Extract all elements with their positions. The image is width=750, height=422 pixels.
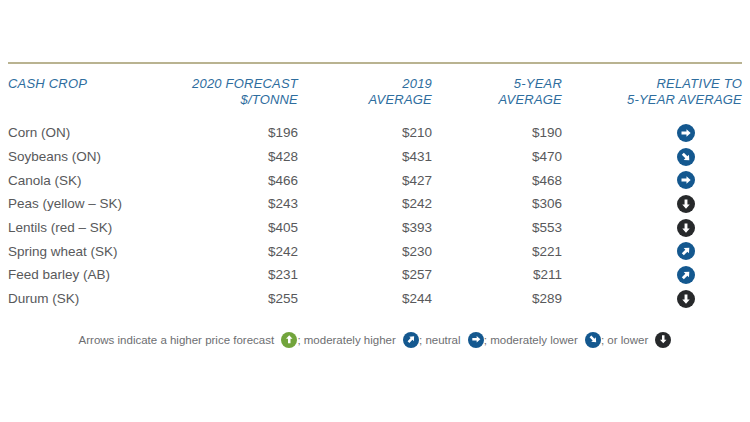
column-header-label: 2019	[298, 76, 432, 92]
table-header-row: CASH CROP 2020 FORECAST $/TONNE 2019 AVE…	[0, 76, 750, 108]
trend-cell	[562, 148, 742, 166]
legend-arrow-icon-higher	[281, 332, 297, 348]
legend-arrow-icon-lower	[655, 332, 671, 348]
legend-text: ; neutral	[419, 334, 464, 346]
column-header-label-line2: AVERAGE	[298, 92, 432, 108]
legend-arrow-icon-neutral	[468, 332, 484, 348]
avg-5yr-value: $190	[432, 125, 562, 140]
avg-5yr-value: $468	[432, 173, 562, 188]
avg-5yr-value: $221	[432, 244, 562, 259]
trend-arrow-icon-moderately-lower	[677, 148, 695, 166]
avg-2019-value: $244	[298, 291, 432, 306]
legend-segment: ; or lower	[601, 332, 672, 348]
legend-segment: Arrows indicate a higher price forecast	[79, 332, 298, 348]
crop-name: Canola (SK)	[8, 173, 160, 188]
column-header-label-line2: AVERAGE	[432, 92, 562, 108]
crop-name: Corn (ON)	[8, 125, 160, 140]
crop-name: Durum (SK)	[8, 291, 160, 306]
arrow-legend: Arrows indicate a higher price forecast …	[0, 332, 750, 348]
crop-name: Lentils (red – SK)	[8, 220, 160, 235]
table-body: Corn (ON) $196 $210 $190 Soybeans (ON) $…	[0, 121, 750, 311]
trend-arrow-icon-neutral	[677, 124, 695, 142]
table-row: Corn (ON) $196 $210 $190	[0, 121, 750, 145]
forecast-2020-value: $255	[160, 291, 298, 306]
trend-arrow-icon-lower	[677, 219, 695, 237]
trend-arrow-icon-lower	[677, 195, 695, 213]
forecast-table-page: CASH CROP 2020 FORECAST $/TONNE 2019 AVE…	[0, 62, 750, 422]
column-header-label-line2: 5-YEAR AVERAGE	[562, 92, 742, 108]
table-row: Canola (SK) $466 $427 $468	[0, 168, 750, 192]
legend-arrow-icon-moderately-lower	[585, 332, 601, 348]
avg-5yr-value: $553	[432, 220, 562, 235]
trend-cell	[562, 219, 742, 237]
table-row: Peas (yellow – SK) $243 $242 $306	[0, 192, 750, 216]
table-row: Durum (SK) $255 $244 $289	[0, 287, 750, 311]
forecast-2020-value: $405	[160, 220, 298, 235]
column-header-2020-forecast: 2020 FORECAST $/TONNE	[160, 76, 298, 108]
table-row: Lentils (red – SK) $405 $393 $553	[0, 216, 750, 240]
legend-text: ; moderately lower	[484, 334, 581, 346]
avg-5yr-value: $211	[432, 267, 562, 282]
avg-2019-value: $242	[298, 196, 432, 211]
avg-2019-value: $230	[298, 244, 432, 259]
legend-text: Arrows indicate a higher price forecast	[79, 334, 278, 346]
forecast-2020-value: $196	[160, 125, 298, 140]
trend-cell	[562, 195, 742, 213]
avg-5yr-value: $289	[432, 291, 562, 306]
legend-text: ; moderately higher	[297, 334, 399, 346]
crop-name: Peas (yellow – SK)	[8, 196, 160, 211]
top-rule-divider	[8, 62, 742, 64]
trend-cell	[562, 290, 742, 308]
column-header-cash-crop: CASH CROP	[8, 76, 160, 92]
trend-arrow-icon-moderately-higher	[677, 266, 695, 284]
forecast-2020-value: $242	[160, 244, 298, 259]
trend-cell	[562, 171, 742, 189]
avg-2019-value: $393	[298, 220, 432, 235]
avg-2019-value: $431	[298, 149, 432, 164]
avg-5yr-value: $306	[432, 196, 562, 211]
avg-2019-value: $257	[298, 267, 432, 282]
legend-segment: ; neutral	[419, 332, 484, 348]
trend-arrow-icon-neutral	[677, 171, 695, 189]
trend-arrow-icon-lower	[677, 290, 695, 308]
crop-name: Spring wheat (SK)	[8, 244, 160, 259]
legend-arrow-icon-moderately-higher	[403, 332, 419, 348]
avg-2019-value: $427	[298, 173, 432, 188]
column-header-relative-to-5-year: RELATIVE TO 5-YEAR AVERAGE	[562, 76, 742, 108]
column-header-label: CASH CROP	[8, 76, 160, 92]
trend-arrow-icon-moderately-higher	[677, 242, 695, 260]
trend-cell	[562, 242, 742, 260]
trend-cell	[562, 266, 742, 284]
legend-segment: ; moderately lower	[484, 332, 601, 348]
table-row: Soybeans (ON) $428 $431 $470	[0, 145, 750, 169]
table-row: Feed barley (AB) $231 $257 $211	[0, 263, 750, 287]
trend-cell	[562, 124, 742, 142]
legend-text: ; or lower	[601, 334, 652, 346]
crop-name: Soybeans (ON)	[8, 149, 160, 164]
avg-5yr-value: $470	[432, 149, 562, 164]
avg-2019-value: $210	[298, 125, 432, 140]
forecast-2020-value: $231	[160, 267, 298, 282]
forecast-2020-value: $428	[160, 149, 298, 164]
column-header-label: 2020 FORECAST	[160, 76, 298, 92]
column-header-label: RELATIVE TO	[562, 76, 742, 92]
crop-name: Feed barley (AB)	[8, 267, 160, 282]
table-row: Spring wheat (SK) $242 $230 $221	[0, 239, 750, 263]
column-header-5-year-average: 5-YEAR AVERAGE	[432, 76, 562, 108]
forecast-2020-value: $466	[160, 173, 298, 188]
column-header-label-line2: $/TONNE	[160, 92, 298, 108]
forecast-2020-value: $243	[160, 196, 298, 211]
column-header-2019-average: 2019 AVERAGE	[298, 76, 432, 108]
legend-segment: ; moderately higher	[297, 332, 419, 348]
column-header-label: 5-YEAR	[432, 76, 562, 92]
